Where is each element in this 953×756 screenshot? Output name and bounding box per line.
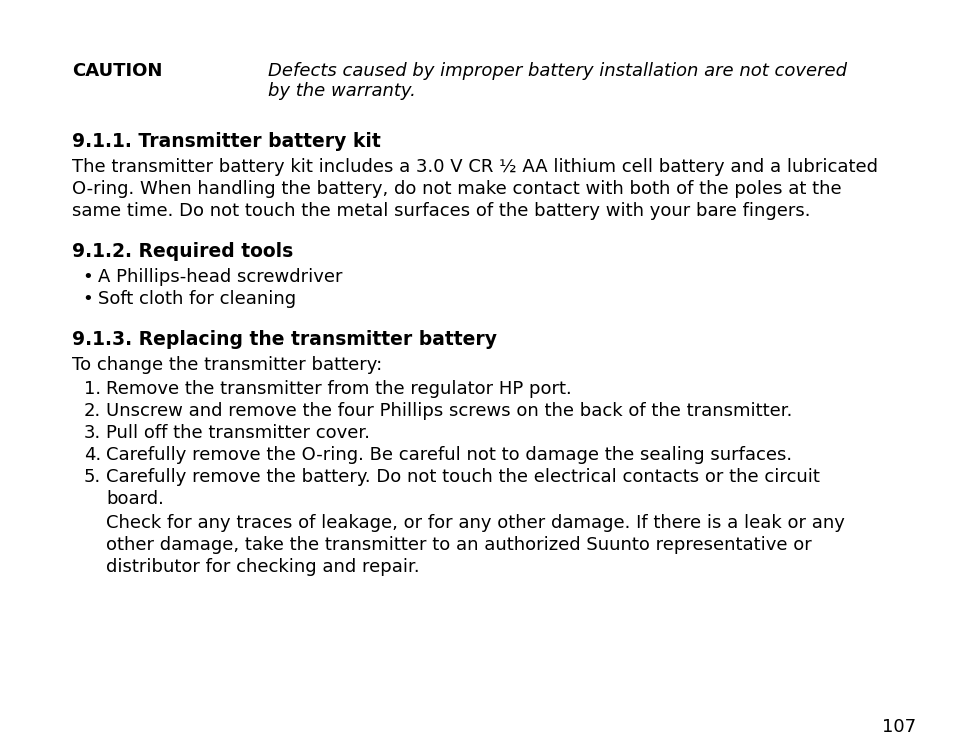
Text: A Phillips-head screwdriver: A Phillips-head screwdriver xyxy=(98,268,342,286)
Text: Soft cloth for cleaning: Soft cloth for cleaning xyxy=(98,290,295,308)
Text: Unscrew and remove the four Phillips screws on the back of the transmitter.: Unscrew and remove the four Phillips scr… xyxy=(106,402,792,420)
Text: •: • xyxy=(82,268,92,286)
Text: Remove the transmitter from the regulator HP port.: Remove the transmitter from the regulato… xyxy=(106,380,571,398)
Text: 5.: 5. xyxy=(84,468,101,486)
Text: board.: board. xyxy=(106,490,164,508)
Text: 2.: 2. xyxy=(84,402,101,420)
Text: Carefully remove the battery. Do not touch the electrical contacts or the circui: Carefully remove the battery. Do not tou… xyxy=(106,468,819,486)
Text: 3.: 3. xyxy=(84,424,101,442)
Text: same time. Do not touch the metal surfaces of the battery with your bare fingers: same time. Do not touch the metal surfac… xyxy=(71,202,810,220)
Text: •: • xyxy=(82,290,92,308)
Text: Carefully remove the O-ring. Be careful not to damage the sealing surfaces.: Carefully remove the O-ring. Be careful … xyxy=(106,446,791,464)
Text: O-ring. When handling the battery, do not make contact with both of the poles at: O-ring. When handling the battery, do no… xyxy=(71,180,841,198)
Text: CAUTION: CAUTION xyxy=(71,62,162,80)
Text: distributor for checking and repair.: distributor for checking and repair. xyxy=(106,558,419,576)
Text: Check for any traces of leakage, or for any other damage. If there is a leak or : Check for any traces of leakage, or for … xyxy=(106,514,844,532)
Text: Pull off the transmitter cover.: Pull off the transmitter cover. xyxy=(106,424,370,442)
Text: 4.: 4. xyxy=(84,446,101,464)
Text: 9.1.3. Replacing the transmitter battery: 9.1.3. Replacing the transmitter battery xyxy=(71,330,497,349)
Text: 107: 107 xyxy=(882,718,915,736)
Text: other damage, take the transmitter to an authorized Suunto representative or: other damage, take the transmitter to an… xyxy=(106,536,811,554)
Text: Defects caused by improper battery installation are not covered: Defects caused by improper battery insta… xyxy=(268,62,846,80)
Text: The transmitter battery kit includes a 3.0 V CR ½ AA lithium cell battery and a : The transmitter battery kit includes a 3… xyxy=(71,158,877,176)
Text: 9.1.1. Transmitter battery kit: 9.1.1. Transmitter battery kit xyxy=(71,132,380,151)
Text: by the warranty.: by the warranty. xyxy=(268,82,416,100)
Text: To change the transmitter battery:: To change the transmitter battery: xyxy=(71,356,382,374)
Text: 9.1.2. Required tools: 9.1.2. Required tools xyxy=(71,242,293,261)
Text: 1.: 1. xyxy=(84,380,101,398)
